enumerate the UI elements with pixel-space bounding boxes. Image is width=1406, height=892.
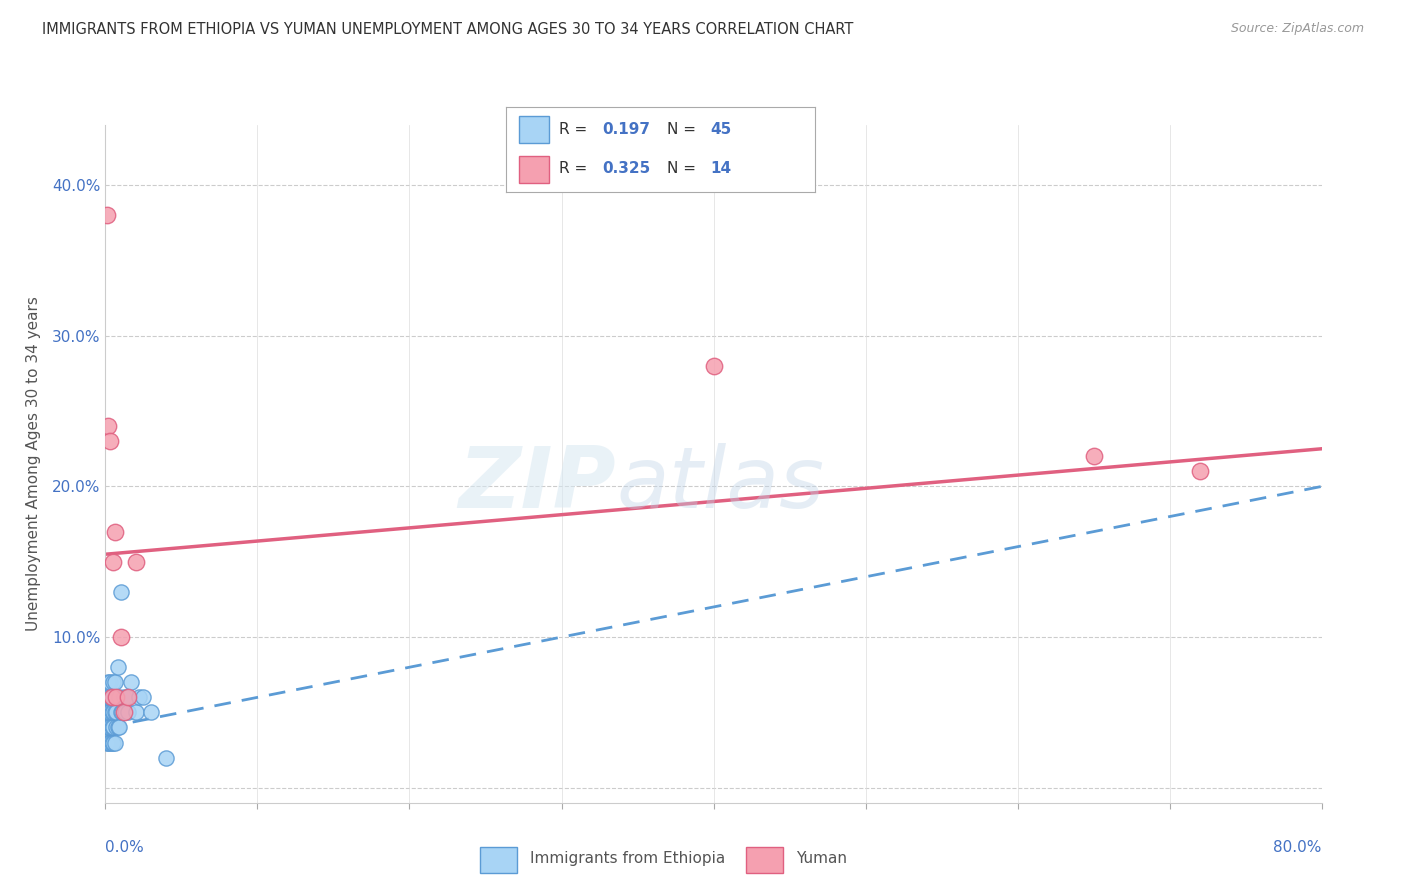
Bar <box>519 116 550 144</box>
Point <box>117 690 139 705</box>
Point <box>103 735 125 749</box>
Point <box>98 690 121 705</box>
Point <box>100 735 122 749</box>
Bar <box>481 847 517 872</box>
Y-axis label: Unemployment Among Ages 30 to 34 years: Unemployment Among Ages 30 to 34 years <box>25 296 41 632</box>
Text: 0.325: 0.325 <box>602 161 651 177</box>
Point <box>98 706 121 720</box>
Point <box>100 690 122 705</box>
Point <box>1083 450 1105 464</box>
Point <box>702 359 725 373</box>
Text: N =: N = <box>666 122 700 137</box>
Point <box>96 706 118 720</box>
Point <box>1188 464 1211 478</box>
Point <box>107 660 129 674</box>
Point <box>100 706 122 720</box>
Point <box>112 706 135 720</box>
Point <box>101 706 124 720</box>
Point <box>96 208 118 222</box>
Point <box>114 706 136 720</box>
Text: IMMIGRANTS FROM ETHIOPIA VS YUMAN UNEMPLOYMENT AMONG AGES 30 TO 34 YEARS CORRELA: IMMIGRANTS FROM ETHIOPIA VS YUMAN UNEMPL… <box>42 22 853 37</box>
Point <box>115 690 138 705</box>
Point <box>98 735 121 749</box>
Point <box>97 675 120 690</box>
Text: atlas: atlas <box>616 442 824 525</box>
Point <box>110 585 132 599</box>
Point <box>108 690 131 705</box>
Point <box>100 690 122 705</box>
Point <box>128 690 150 705</box>
Point <box>98 675 121 690</box>
Bar <box>747 847 783 872</box>
Point <box>96 721 118 735</box>
Text: 45: 45 <box>710 122 731 137</box>
Point <box>112 690 135 705</box>
Point <box>105 690 128 705</box>
Point <box>96 735 118 749</box>
Text: 0.0%: 0.0% <box>105 840 145 855</box>
Point <box>101 721 124 735</box>
Text: ZIP: ZIP <box>458 442 616 525</box>
Point <box>97 721 120 735</box>
Point <box>111 706 134 720</box>
Point <box>132 690 155 705</box>
Point <box>101 555 124 569</box>
Point <box>107 721 129 735</box>
Point <box>105 721 128 735</box>
Point <box>105 690 128 705</box>
Text: 14: 14 <box>710 161 731 177</box>
Point <box>125 706 148 720</box>
Point <box>103 706 125 720</box>
Text: R =: R = <box>558 122 592 137</box>
Point <box>155 750 177 764</box>
Point <box>101 735 124 749</box>
Point <box>139 706 162 720</box>
Point <box>110 630 132 644</box>
Point <box>105 706 128 720</box>
Point <box>96 690 118 705</box>
Point <box>98 721 121 735</box>
Bar <box>519 156 550 183</box>
Point <box>117 706 139 720</box>
Text: 0.197: 0.197 <box>602 122 650 137</box>
Point <box>120 675 142 690</box>
Point <box>103 675 125 690</box>
Text: R =: R = <box>558 161 592 177</box>
Point <box>98 434 121 449</box>
Text: Yuman: Yuman <box>796 851 846 866</box>
Point <box>103 524 125 539</box>
Point <box>108 721 131 735</box>
Point <box>110 706 132 720</box>
Point <box>97 419 120 434</box>
Text: Source: ZipAtlas.com: Source: ZipAtlas.com <box>1230 22 1364 36</box>
Point <box>97 690 120 705</box>
Point <box>125 555 148 569</box>
Text: 80.0%: 80.0% <box>1274 840 1322 855</box>
Point <box>97 706 120 720</box>
Point <box>100 721 122 735</box>
Point <box>97 735 120 749</box>
Point <box>101 675 124 690</box>
Text: N =: N = <box>666 161 700 177</box>
Text: Immigrants from Ethiopia: Immigrants from Ethiopia <box>530 851 725 866</box>
